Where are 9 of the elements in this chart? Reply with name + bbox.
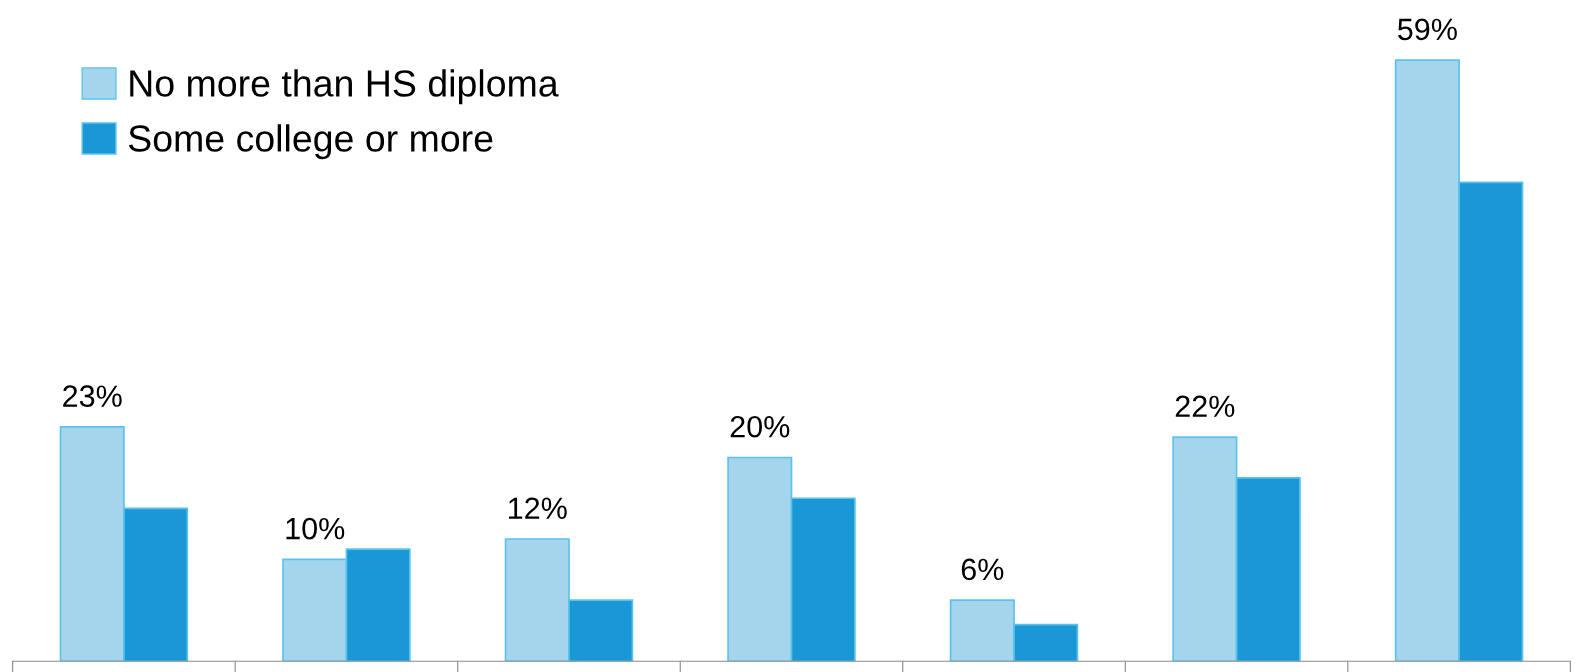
- legend-label: Some college or more: [128, 124, 493, 160]
- data-label: 22%: [1175, 395, 1235, 418]
- legend-label: No more than HS diploma: [130, 69, 559, 105]
- data-label: 20%: [730, 415, 790, 438]
- data-label: 6%: [961, 558, 1004, 581]
- data-label: 10%: [286, 517, 345, 540]
- data-label: 12%: [509, 497, 567, 519]
- data-label: 59%: [1398, 18, 1457, 41]
- data-label: 23%: [63, 385, 122, 407]
